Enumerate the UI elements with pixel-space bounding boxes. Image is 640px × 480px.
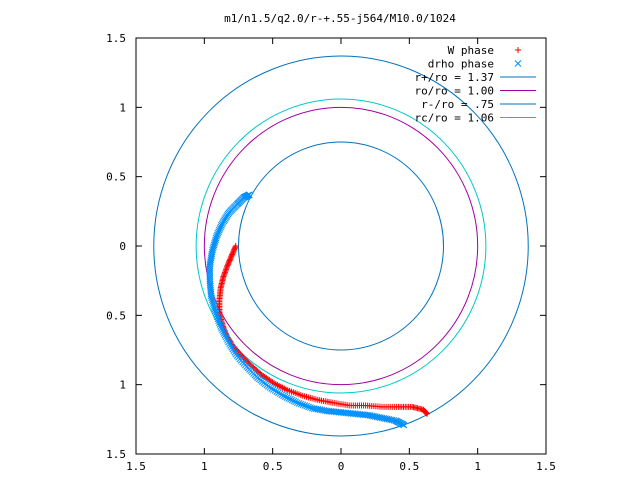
legend-label-4: r-/ro = .75 bbox=[421, 98, 494, 111]
series-0-point-16 bbox=[224, 262, 231, 269]
series-1-point-102 bbox=[230, 347, 238, 355]
series-0-point-20 bbox=[222, 267, 229, 274]
series-0-point-17 bbox=[224, 263, 231, 270]
series-1-point-147 bbox=[299, 401, 307, 409]
series-1-point-208 bbox=[400, 421, 408, 429]
series-1-point-77 bbox=[210, 302, 218, 309]
series-1-point-79 bbox=[211, 305, 219, 313]
x-tick-label-6: 1.5 bbox=[536, 460, 556, 473]
x-tick-label-0: 1.5 bbox=[126, 460, 146, 473]
legend-label-0: W phase bbox=[448, 44, 494, 57]
series-1-point-138 bbox=[283, 394, 291, 401]
y-tick-label-3: 0 bbox=[119, 240, 126, 253]
series-1-point-84 bbox=[214, 315, 222, 323]
y-axis: 1.5 1 0.5 0 0.5 1 1.5 bbox=[106, 32, 546, 461]
x-tick-label-3: 0 bbox=[338, 460, 345, 473]
series-1-point-141 bbox=[288, 396, 296, 404]
series-1-point-74 bbox=[208, 296, 216, 304]
series-1-point-136 bbox=[280, 392, 287, 400]
series-0-point-22 bbox=[221, 270, 228, 277]
series-1-point-143 bbox=[292, 398, 299, 406]
series-1-point-146 bbox=[297, 400, 305, 408]
series-1-point-95 bbox=[223, 335, 231, 342]
series-1-point-140 bbox=[287, 395, 294, 403]
series-1-point-91 bbox=[219, 328, 227, 335]
series-1-point-76 bbox=[209, 300, 217, 307]
y-tick-label-2: 0.5 bbox=[106, 171, 126, 184]
series-1-point-90 bbox=[219, 326, 226, 334]
series-1-point-148 bbox=[301, 402, 309, 409]
circle-2 bbox=[238, 141, 444, 351]
series-1-point-97 bbox=[225, 338, 232, 346]
series-1-point-73 bbox=[208, 294, 216, 302]
series-1-point-94 bbox=[222, 333, 230, 341]
series-1-point-149 bbox=[303, 402, 311, 410]
series-1-point-93 bbox=[221, 331, 229, 339]
series-1-point-100 bbox=[228, 343, 236, 351]
x-tick-label-1: 1 bbox=[201, 460, 208, 473]
series-0-point-191 bbox=[423, 410, 430, 417]
series-1-point-145 bbox=[295, 400, 303, 407]
series-1-point-137 bbox=[281, 393, 289, 400]
series-1-point-82 bbox=[213, 311, 220, 319]
series-0-point-23 bbox=[220, 272, 227, 279]
series-1-point-83 bbox=[213, 313, 221, 321]
series-1-point-85 bbox=[215, 317, 223, 325]
series-1-point-139 bbox=[285, 395, 293, 402]
point-series bbox=[206, 191, 431, 429]
legend-label-1: drho phase bbox=[428, 58, 494, 71]
series-0-point-19 bbox=[223, 266, 230, 273]
circle-1 bbox=[203, 106, 479, 386]
y-tick-label-1: 1 bbox=[119, 101, 126, 114]
circle-0 bbox=[153, 55, 529, 437]
series-1-point-88 bbox=[217, 323, 225, 330]
series-1-point-99 bbox=[227, 342, 234, 349]
series-1-point-87 bbox=[216, 321, 224, 328]
series-1-point-144 bbox=[293, 399, 301, 407]
series-1-point-92 bbox=[220, 330, 228, 337]
series-1-point-103 bbox=[231, 349, 239, 356]
x-tick-label-2: 0.5 bbox=[263, 460, 283, 473]
series-1-point-89 bbox=[218, 324, 225, 332]
legend-label-2: r+/ro = 1.37 bbox=[415, 71, 494, 84]
series-1-point-80 bbox=[211, 307, 219, 315]
x-tick-label-5: 1 bbox=[474, 460, 481, 473]
series-1-point-98 bbox=[226, 340, 233, 348]
x-axis: 1.5 1 0.5 0 0.5 1 1.5 bbox=[126, 38, 556, 473]
series-0-point-190 bbox=[423, 409, 430, 416]
x-tick-label-4: 0.5 bbox=[399, 460, 419, 473]
series-1-point-101 bbox=[229, 345, 237, 353]
y-tick-label-4: 0.5 bbox=[106, 309, 126, 322]
series-0-point-21 bbox=[222, 269, 229, 276]
series-1-point-72 bbox=[207, 292, 215, 300]
legend-swatch-0 bbox=[515, 47, 521, 53]
series-1-point-86 bbox=[216, 319, 223, 326]
legend-swatch-1 bbox=[514, 60, 522, 67]
series-1-point-78 bbox=[210, 304, 218, 311]
series-1-point-81 bbox=[212, 309, 220, 317]
series-0-point-18 bbox=[223, 265, 230, 272]
chart-title: m1/n1.5/q2.0/r-+.55-j564/M10.0/1024 bbox=[224, 12, 456, 25]
y-tick-label-0: 1.5 bbox=[106, 32, 126, 45]
circle-3 bbox=[195, 98, 487, 394]
series-0-point-192 bbox=[424, 410, 431, 417]
series-0-point-15 bbox=[225, 261, 232, 268]
series-1-point-96 bbox=[224, 336, 231, 344]
series-1-point-75 bbox=[209, 298, 217, 305]
legend-label-5: rc/ro = 1.06 bbox=[415, 112, 494, 125]
series-1-point-150 bbox=[305, 403, 312, 411]
series-1-point-142 bbox=[290, 397, 298, 405]
y-tick-label-5: 1 bbox=[119, 379, 126, 392]
legend-label-3: ro/ro = 1.00 bbox=[415, 85, 494, 98]
series-1-point-151 bbox=[307, 404, 314, 411]
y-tick-label-6: 1.5 bbox=[106, 448, 126, 461]
